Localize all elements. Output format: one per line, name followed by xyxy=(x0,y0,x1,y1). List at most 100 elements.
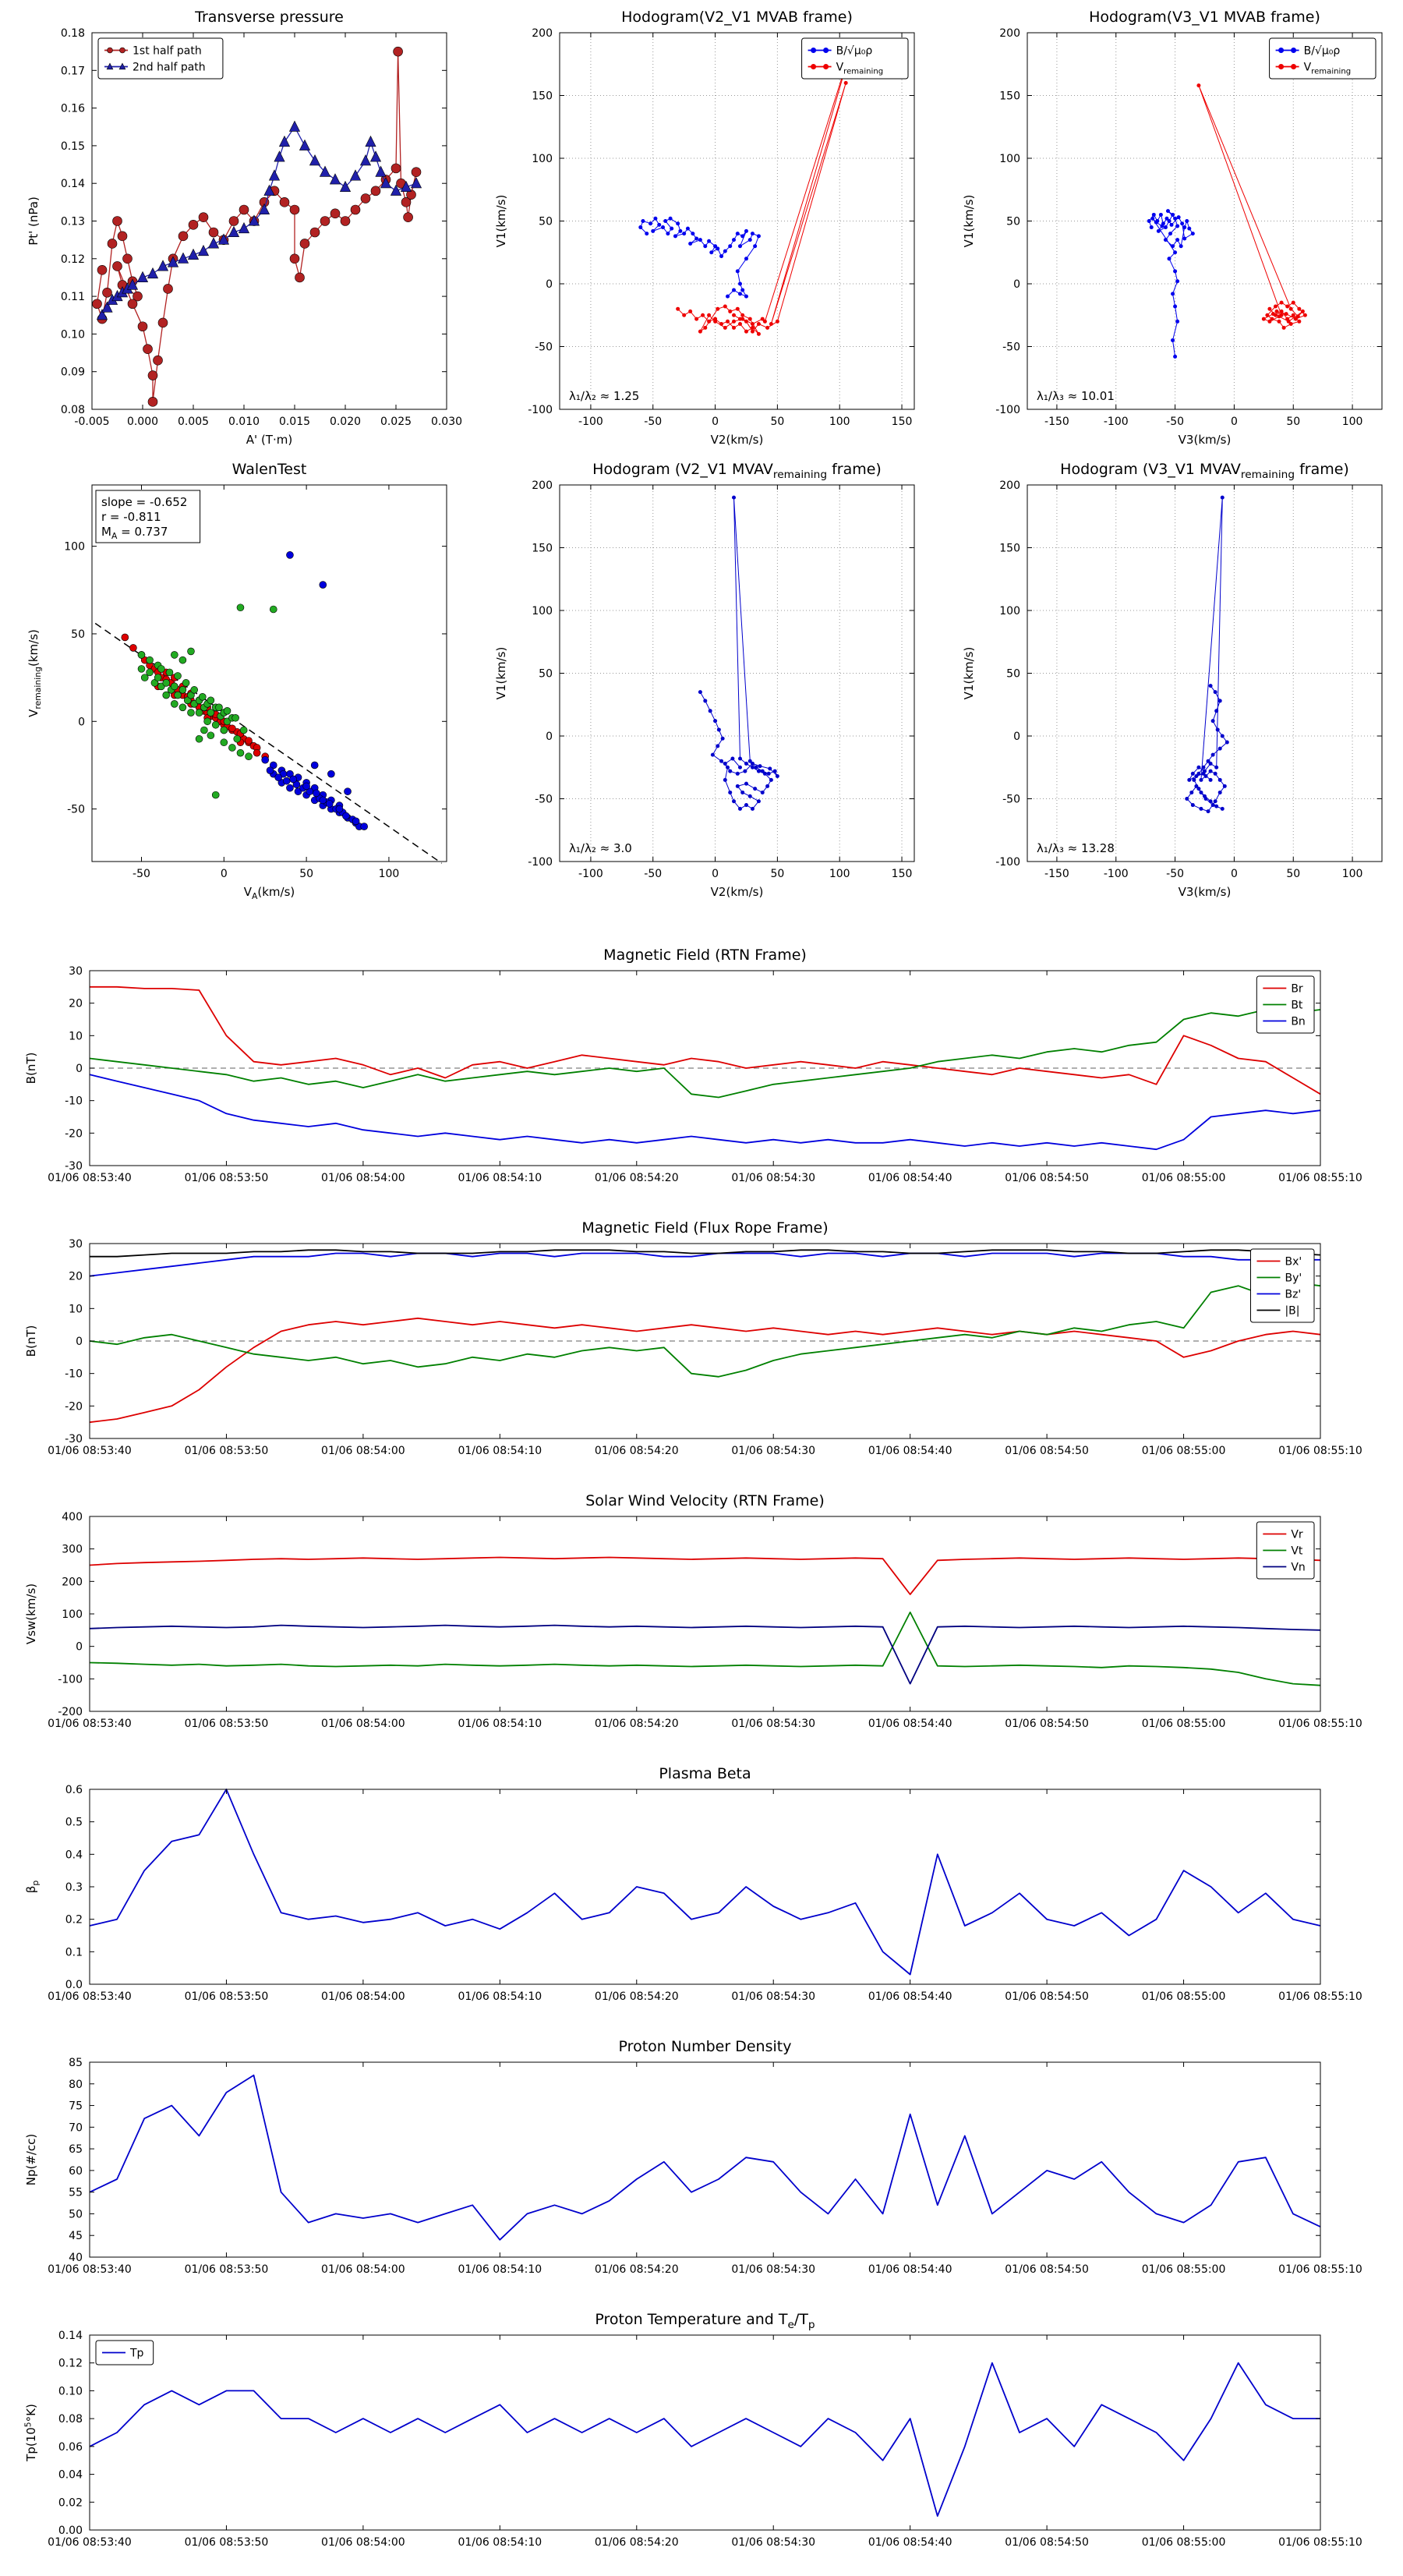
y-tick-label: 40 xyxy=(69,2252,83,2264)
x-tick-label: 0.005 xyxy=(178,416,209,428)
x-tick-label: 100 xyxy=(1342,868,1363,880)
x-tick-label: 0.015 xyxy=(279,416,310,428)
y-tick-label: 0.14 xyxy=(61,178,85,190)
x-tick-label: -150 xyxy=(1044,416,1069,428)
y-tick-label: 0.02 xyxy=(58,2496,83,2509)
x-tick-label: 01/06 08:53:40 xyxy=(48,2263,132,2276)
y-tick-label: 65 xyxy=(69,2143,83,2156)
x-tick-label: 01/06 08:54:10 xyxy=(458,1990,542,2003)
y-tick-label: 0.10 xyxy=(61,328,85,341)
chart-plasma-beta: 01/06 08:53:40 01/06 08:53:50 01/06 08:54:… xyxy=(0,1754,1403,2027)
legend-label: 1st half path xyxy=(133,45,202,58)
x-tick-label: 0.030 xyxy=(431,416,462,428)
y-tick-label: -100 xyxy=(995,856,1020,869)
x-tick-label: 50 xyxy=(770,416,784,428)
y-tick-label: 20 xyxy=(69,998,83,1010)
legend: Vr Vt Vn xyxy=(1256,1521,1315,1580)
x-tick-label: 01/06 08:54:00 xyxy=(321,2263,405,2276)
chart-walen-test: -50 0 50 100 -50 0 50 100 WalenTest VA(km/s) Vrema… xyxy=(0,452,468,904)
walen-svg: -50 0 50 100 -50 0 50 100 WalenTest VA(km/s) Vrema… xyxy=(27,461,447,901)
legend-label: |B| xyxy=(1285,1305,1299,1318)
y-tick-label: 10 xyxy=(69,1303,83,1315)
x-axis-label: A' (T·m) xyxy=(246,433,292,447)
series-v-remaining-hodogram xyxy=(698,495,779,811)
x-tick-label: 01/06 08:53:50 xyxy=(185,1990,269,2003)
ticks xyxy=(91,32,447,410)
x-tick-label: -50 xyxy=(1166,416,1184,428)
y-tick-label: 0.5 xyxy=(65,1817,83,1829)
y-tick-label: 70 xyxy=(69,2121,83,2134)
y-tick-label: -200 xyxy=(58,1706,83,1718)
y-tick-label: 0.17 xyxy=(61,65,85,77)
hodo_mvab_v2-svg: -100 -50 0 50 100 150 -100 -50 0 50 100 150 200 Hodog… xyxy=(494,9,915,447)
x-tick-label: 01/06 08:54:30 xyxy=(731,2263,815,2276)
ticks xyxy=(92,485,447,862)
x-tick-label: 150 xyxy=(892,868,913,880)
x-tick-label: 0 xyxy=(712,868,719,880)
y-tick-label: 0.15 xyxy=(61,140,85,153)
y-axis-label: V1(km/s) xyxy=(962,647,976,700)
series-b-sqrt-mu0-rho- xyxy=(1147,209,1195,359)
legend-label: Vremaining xyxy=(836,62,884,76)
y-tick-label: 0.10 xyxy=(58,2385,83,2397)
y-tick-label: 150 xyxy=(999,90,1020,103)
y-tick-label: 0.12 xyxy=(61,253,85,266)
series-tp xyxy=(89,2362,1320,2517)
x-tick-label: 100 xyxy=(379,868,400,880)
y-tick-label: 85 xyxy=(69,2057,83,2069)
legend-label: Vn xyxy=(1291,1562,1305,1574)
x-tick-label: 0.010 xyxy=(228,416,260,428)
x-tick-label: 01/06 08:55:00 xyxy=(1142,2263,1226,2276)
mag_fr-svg: 01/06 08:53:40 01/06 08:53:50 01/06 08:54:… xyxy=(24,1219,1362,1457)
legend-label: Vr xyxy=(1291,1529,1303,1541)
x-tick-label: -0.005 xyxy=(74,416,109,428)
annotation-text: λ₁/λ₃ ≈ 13.28 xyxy=(1037,841,1115,855)
series-bn xyxy=(89,1074,1321,1151)
y-tick-label: 0.18 xyxy=(61,27,85,40)
chart-title: Hodogram (V3_V1 MVAVremaining frame) xyxy=(1060,461,1349,481)
y-tick-label: 0.00 xyxy=(58,2525,83,2537)
x-tick-label: 01/06 08:55:10 xyxy=(1278,2263,1362,2276)
series-np xyxy=(89,2074,1321,2241)
ticks xyxy=(1027,484,1382,862)
chart-title: Hodogram(V3_V1 MVAB frame) xyxy=(1089,9,1320,26)
series-by- xyxy=(89,1282,1321,1378)
y-tick-label: 0.08 xyxy=(61,404,85,416)
series-blue-points xyxy=(261,551,368,830)
x-tick-label: 0 xyxy=(712,416,719,428)
x-tick-label: 01/06 08:53:40 xyxy=(48,2536,132,2549)
y-tick-label: 100 xyxy=(532,605,553,617)
mag_rtn-svg: 01/06 08:53:40 01/06 08:53:50 01/06 08:54:… xyxy=(24,947,1362,1184)
legend-label: Bx' xyxy=(1285,1256,1302,1269)
x-tick-label: 01/06 08:54:10 xyxy=(458,1445,542,1457)
ticks xyxy=(89,970,1321,1166)
y-axis-label: B(nT) xyxy=(24,1325,38,1357)
y-tick-label: 100 xyxy=(999,605,1020,617)
gridlines xyxy=(560,484,914,862)
y-tick-label: 0.0 xyxy=(65,1979,83,1991)
y-tick-label: -100 xyxy=(528,404,553,416)
y-tick-label: 80 xyxy=(69,2079,83,2091)
x-tick-label: 01/06 08:55:00 xyxy=(1142,1718,1226,1730)
y-tick-label: 300 xyxy=(62,1544,83,1556)
x-axis-label: V3(km/s) xyxy=(1179,433,1232,447)
x-tick-label: 50 xyxy=(299,868,313,880)
y-tick-label: 0.12 xyxy=(58,2358,83,2370)
x-axis-label: VA(km/s) xyxy=(244,885,295,901)
annotation-text: r = -0.811 xyxy=(101,510,161,524)
y-tick-label: -30 xyxy=(65,1433,83,1445)
y-axis-label: βp xyxy=(24,1881,41,1894)
series-bt xyxy=(89,1009,1321,1099)
legend-label: 2nd half path xyxy=(133,62,206,74)
legend: B/√μ₀ρ Vremaining xyxy=(1269,37,1376,80)
x-tick-label: -50 xyxy=(1166,868,1184,880)
chart-hodogram-v3v1-mvav: -150 -100 -50 0 50 100 -100 -50 0 50 100 150 200 Hodo… xyxy=(935,452,1403,904)
x-tick-label: 01/06 08:54:30 xyxy=(731,1990,815,2003)
x-tick-label: 01/06 08:53:50 xyxy=(185,2263,269,2276)
chart-solar-wind-velocity: 01/06 08:53:40 01/06 08:53:50 01/06 08:54:… xyxy=(0,1481,1403,1754)
y-axis-label: Pt' (nPa) xyxy=(27,196,41,246)
ticks xyxy=(89,1789,1321,1985)
x-tick-label: 01/06 08:53:40 xyxy=(48,1445,132,1457)
